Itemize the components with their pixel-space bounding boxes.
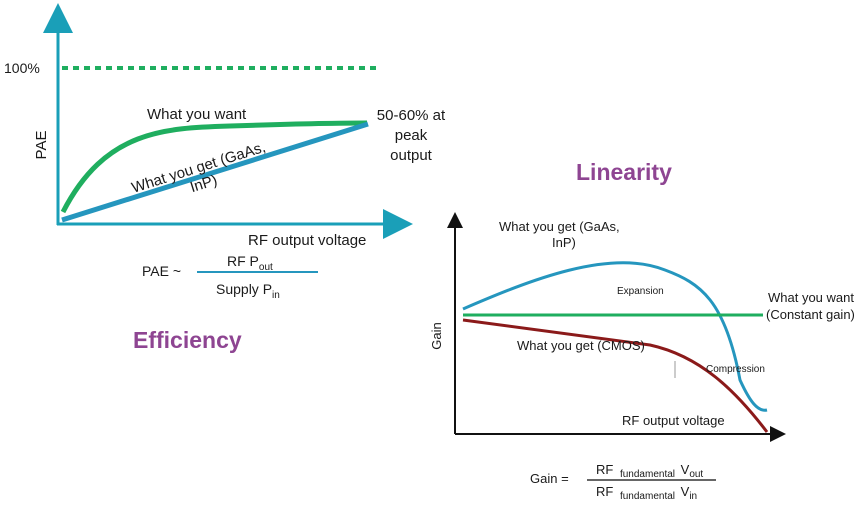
linearity-panel: Linearity Gain What you get (GaAs, InP) … [429, 159, 855, 502]
efficiency-x-label: RF output voltage [248, 232, 366, 249]
pae-formula-lhs: PAE ~ [142, 263, 181, 279]
peak-label-line2: peak [395, 127, 428, 144]
what-you-want-curve [60, 120, 368, 214]
what-you-get-gaas-linearity-line2: InP) [552, 235, 576, 250]
what-you-want-linearity-line2: (Constant gain) [766, 307, 855, 322]
gaas-gain-curve [462, 261, 768, 412]
gain-formula-lhs: Gain = [530, 471, 569, 486]
linearity-x-label: RF output voltage [622, 413, 725, 428]
what-you-want-label: What you want [147, 106, 247, 123]
efficiency-y-label: PAE [33, 131, 50, 160]
pae-formula-numerator: RF Pout [227, 253, 273, 273]
what-you-get-cmos-label: What you get (CMOS) [517, 338, 645, 353]
what-you-want-linearity-line1: What you want [768, 290, 854, 305]
linearity-heading: Linearity [576, 159, 672, 185]
efficiency-panel: 100% PAE What you want What you get (GaA… [4, 3, 446, 353]
efficiency-heading: Efficiency [133, 327, 242, 353]
level-100-label: 100% [4, 60, 40, 76]
gain-formula: Gain = RF fundamental Vout RF fundamenta… [530, 462, 716, 502]
cmos-gain-curve [462, 318, 769, 433]
compression-label: Compression [706, 364, 765, 375]
peak-label-line3: output [390, 147, 433, 164]
pae-formula-denominator: Supply Pin [216, 281, 280, 301]
gain-formula-numerator: RF fundamental Vout [596, 462, 703, 480]
gain-formula-denominator: RF fundamental Vin [596, 484, 697, 502]
what-you-get-gaas-line [61, 121, 369, 223]
linearity-y-label: Gain [429, 322, 444, 349]
expansion-label: Expansion [617, 286, 664, 297]
what-you-get-gaas-label: What you get (GaAs, InP) [130, 139, 268, 197]
peak-label-line1: 50-60% at [377, 107, 446, 124]
pae-formula: PAE ~ RF Pout Supply Pin [142, 253, 318, 301]
what-you-get-gaas-linearity-line1: What you get (GaAs, [499, 219, 620, 234]
